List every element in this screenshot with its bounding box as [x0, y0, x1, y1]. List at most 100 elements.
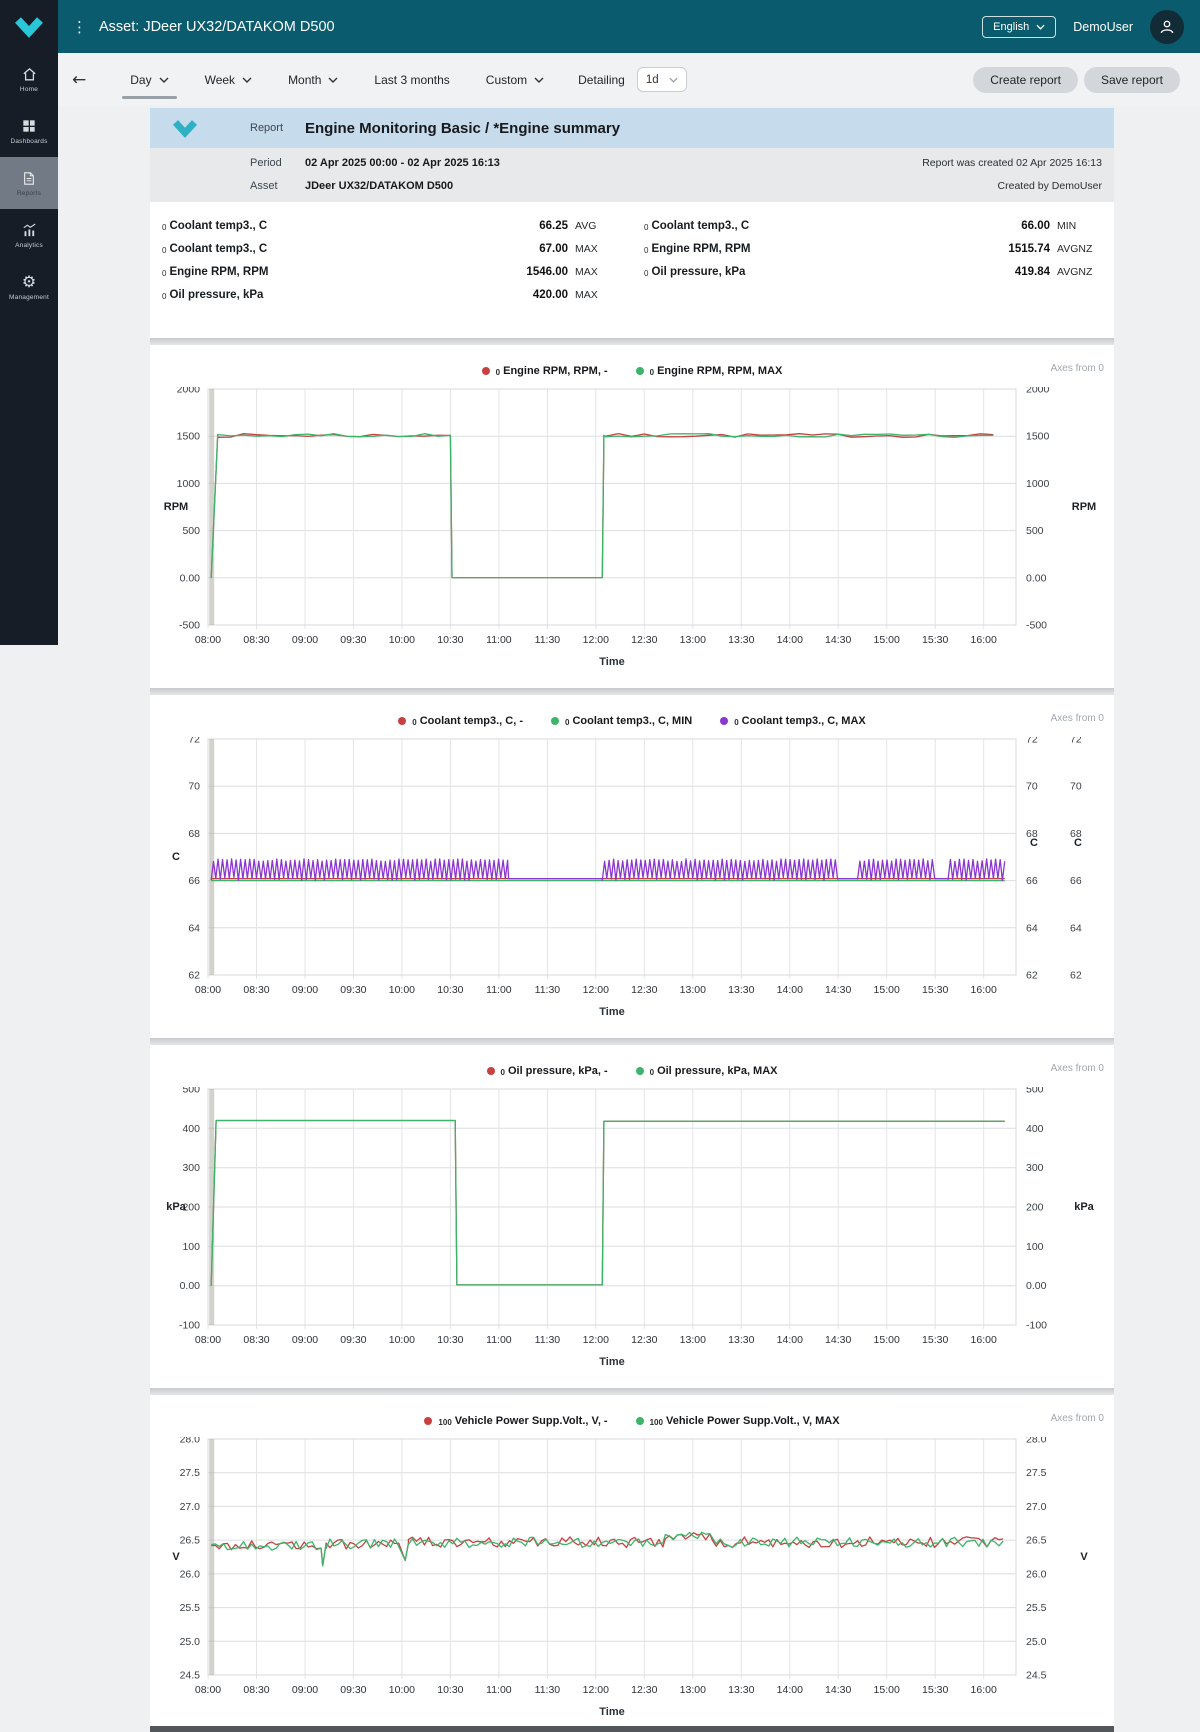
- svg-text:10:30: 10:30: [437, 1684, 463, 1696]
- svg-text:500: 500: [1026, 525, 1044, 537]
- sidebar-item-analytics[interactable]: Analytics: [0, 209, 58, 261]
- svg-text:24.5: 24.5: [1026, 1670, 1047, 1682]
- create-report-button[interactable]: Create report: [973, 66, 1078, 93]
- svg-text:1000: 1000: [1026, 478, 1050, 490]
- sensor-index: 100: [649, 1418, 663, 1427]
- range-tab-week[interactable]: Week: [187, 53, 270, 106]
- svg-text:70: 70: [1026, 781, 1038, 793]
- svg-text:V: V: [172, 1551, 180, 1563]
- aggregate-type: AVG: [575, 220, 597, 232]
- svg-text:16:00: 16:00: [971, 1684, 997, 1696]
- legend-dot: [635, 1417, 644, 1425]
- summary-row: 0 Coolant temp3., C 66.00 MIN: [644, 220, 1102, 243]
- oil-pressure-chart-canvas: 500 500 400 400 300 300 200 200 100 100 0.00 0.00 -1…: [166, 1084, 1094, 1369]
- range-tab-last-3-months[interactable]: Last 3 months: [356, 53, 467, 106]
- svg-text:RPM: RPM: [164, 501, 188, 513]
- svg-text:09:00: 09:00: [292, 1334, 318, 1346]
- svg-text:15:30: 15:30: [922, 634, 948, 646]
- svg-text:400: 400: [182, 1123, 200, 1135]
- range-tab-month[interactable]: Month: [270, 53, 356, 106]
- chart-plot: 72 72 72 70 70 70 68 68 68 66 66 66 64 64 64 62 62 62 08:0…: [150, 734, 1114, 1026]
- range-tab-day[interactable]: Day: [112, 53, 186, 106]
- legend-label: Vehicle Power Supp.Volt., V, MAX: [665, 1415, 840, 1427]
- svg-text:13:30: 13:30: [728, 1684, 754, 1696]
- svg-text:27.5: 27.5: [180, 1467, 201, 1479]
- svg-text:27.5: 27.5: [1026, 1467, 1047, 1479]
- report-kind-label: Report: [250, 122, 284, 134]
- aggregate-type: AVGNZ: [1057, 243, 1093, 255]
- chart-plot: 28.0 28.0 27.5 27.5 27.0 27.0 26.5 26.5 26.0 26.0…: [150, 1434, 1114, 1726]
- home-icon: [21, 65, 38, 83]
- svg-text:10:00: 10:00: [389, 1684, 415, 1696]
- legend-dot: [635, 1067, 644, 1075]
- save-report-button[interactable]: Save report: [1083, 66, 1180, 93]
- dashboards-icon: [21, 117, 37, 135]
- sensor-index: 0: [162, 292, 167, 301]
- toolbar: ← Day Week Month Last 3 months Custom Detail…: [58, 53, 1200, 106]
- svg-text:12:00: 12:00: [583, 1684, 609, 1696]
- range-tab-custom[interactable]: Custom: [468, 53, 562, 106]
- detailing-select[interactable]: 1d: [636, 67, 687, 92]
- svg-text:10:00: 10:00: [389, 1334, 415, 1346]
- context-menu-icon[interactable]: ⋮: [72, 17, 87, 36]
- svg-text:13:00: 13:00: [680, 984, 706, 996]
- sensor-value: 66.25: [539, 220, 568, 232]
- svg-text:08:30: 08:30: [243, 984, 269, 996]
- svg-text:27.0: 27.0: [1026, 1501, 1047, 1513]
- svg-text:25.0: 25.0: [180, 1636, 201, 1648]
- summary-column-left: 0 Coolant temp3., C 66.25 AVG 0 Coolant temp3…: [162, 220, 620, 312]
- period-label: Period: [250, 156, 282, 169]
- sidebar-item-management[interactable]: ⚙ Management: [0, 261, 58, 313]
- chart-section-engine-rpm-chart: 0 Engine RPM, RPM, -0 Engine RPM, RPM, MAX…: [150, 345, 1114, 688]
- svg-text:68: 68: [188, 828, 200, 840]
- legend-entry: 0 Engine RPM, RPM, MAX: [635, 365, 782, 377]
- sidebar-item-home[interactable]: Home: [0, 53, 58, 105]
- chart-plot: 500 500 400 400 300 300 200 200 100 100 0.00 0.00 -1…: [150, 1084, 1114, 1376]
- svg-text:2000: 2000: [177, 387, 201, 396]
- sidebar-item-dashboards[interactable]: Dashboards: [0, 105, 58, 157]
- svg-text:72: 72: [1026, 737, 1038, 746]
- svg-text:kPa: kPa: [1074, 1201, 1094, 1213]
- svg-text:200: 200: [1026, 1202, 1044, 1214]
- sensor-index: 0: [644, 246, 649, 255]
- svg-text:11:30: 11:30: [535, 1334, 561, 1346]
- svg-text:10:30: 10:30: [437, 634, 463, 646]
- detailing-value: 1d: [645, 73, 659, 86]
- svg-text:11:30: 11:30: [535, 1684, 561, 1696]
- sidebar-item-reports[interactable]: Reports: [0, 157, 58, 209]
- sensor-index: 0: [649, 1068, 655, 1077]
- svg-text:C: C: [1074, 837, 1082, 849]
- svg-text:500: 500: [182, 525, 200, 537]
- user-avatar[interactable]: [1150, 9, 1184, 44]
- svg-text:66: 66: [1026, 875, 1038, 887]
- report-logo: [168, 119, 202, 138]
- app-logo[interactable]: [0, 0, 58, 53]
- sensor-value: 66.00: [1021, 220, 1050, 232]
- sensor-index: 0: [500, 1068, 505, 1077]
- sensor-label: Coolant temp3., C: [651, 220, 750, 232]
- back-button[interactable]: ←: [72, 69, 87, 90]
- svg-text:25.5: 25.5: [1026, 1602, 1047, 1614]
- svg-text:25.0: 25.0: [1026, 1636, 1047, 1648]
- coolant-temp-chart-canvas: 72 72 72 70 70 70 68 68 68 66 66 66 64 64 64 62 62 62 08:0…: [172, 734, 1082, 1019]
- svg-text:66: 66: [1070, 875, 1082, 887]
- range-tab-label: Custom: [485, 72, 528, 87]
- sidebar-item-label: Home: [19, 86, 39, 93]
- legend-entry: 0 Coolant temp3., C, MIN: [550, 715, 692, 727]
- aggregate-type: MAX: [575, 289, 598, 301]
- language-selector[interactable]: English: [982, 15, 1057, 38]
- sensor-index: 0: [644, 223, 649, 232]
- legend-label: Vehicle Power Supp.Volt., V, -: [454, 1415, 608, 1427]
- range-tab-label: Week: [204, 72, 236, 87]
- sidebar-item-label: Reports: [16, 190, 42, 197]
- svg-text:16:00: 16:00: [971, 1334, 997, 1346]
- sensor-index: 0: [162, 246, 167, 255]
- svg-text:26.0: 26.0: [180, 1568, 201, 1580]
- svg-text:66: 66: [188, 875, 200, 887]
- chart-section-vehicle-voltage-chart: 100 Vehicle Power Supp.Volt., V, -100 Vehi…: [150, 1395, 1114, 1732]
- chevron-down-icon: [669, 77, 678, 83]
- svg-text:26.5: 26.5: [1026, 1535, 1047, 1547]
- svg-text:C: C: [172, 851, 180, 863]
- svg-text:08:30: 08:30: [243, 1334, 269, 1346]
